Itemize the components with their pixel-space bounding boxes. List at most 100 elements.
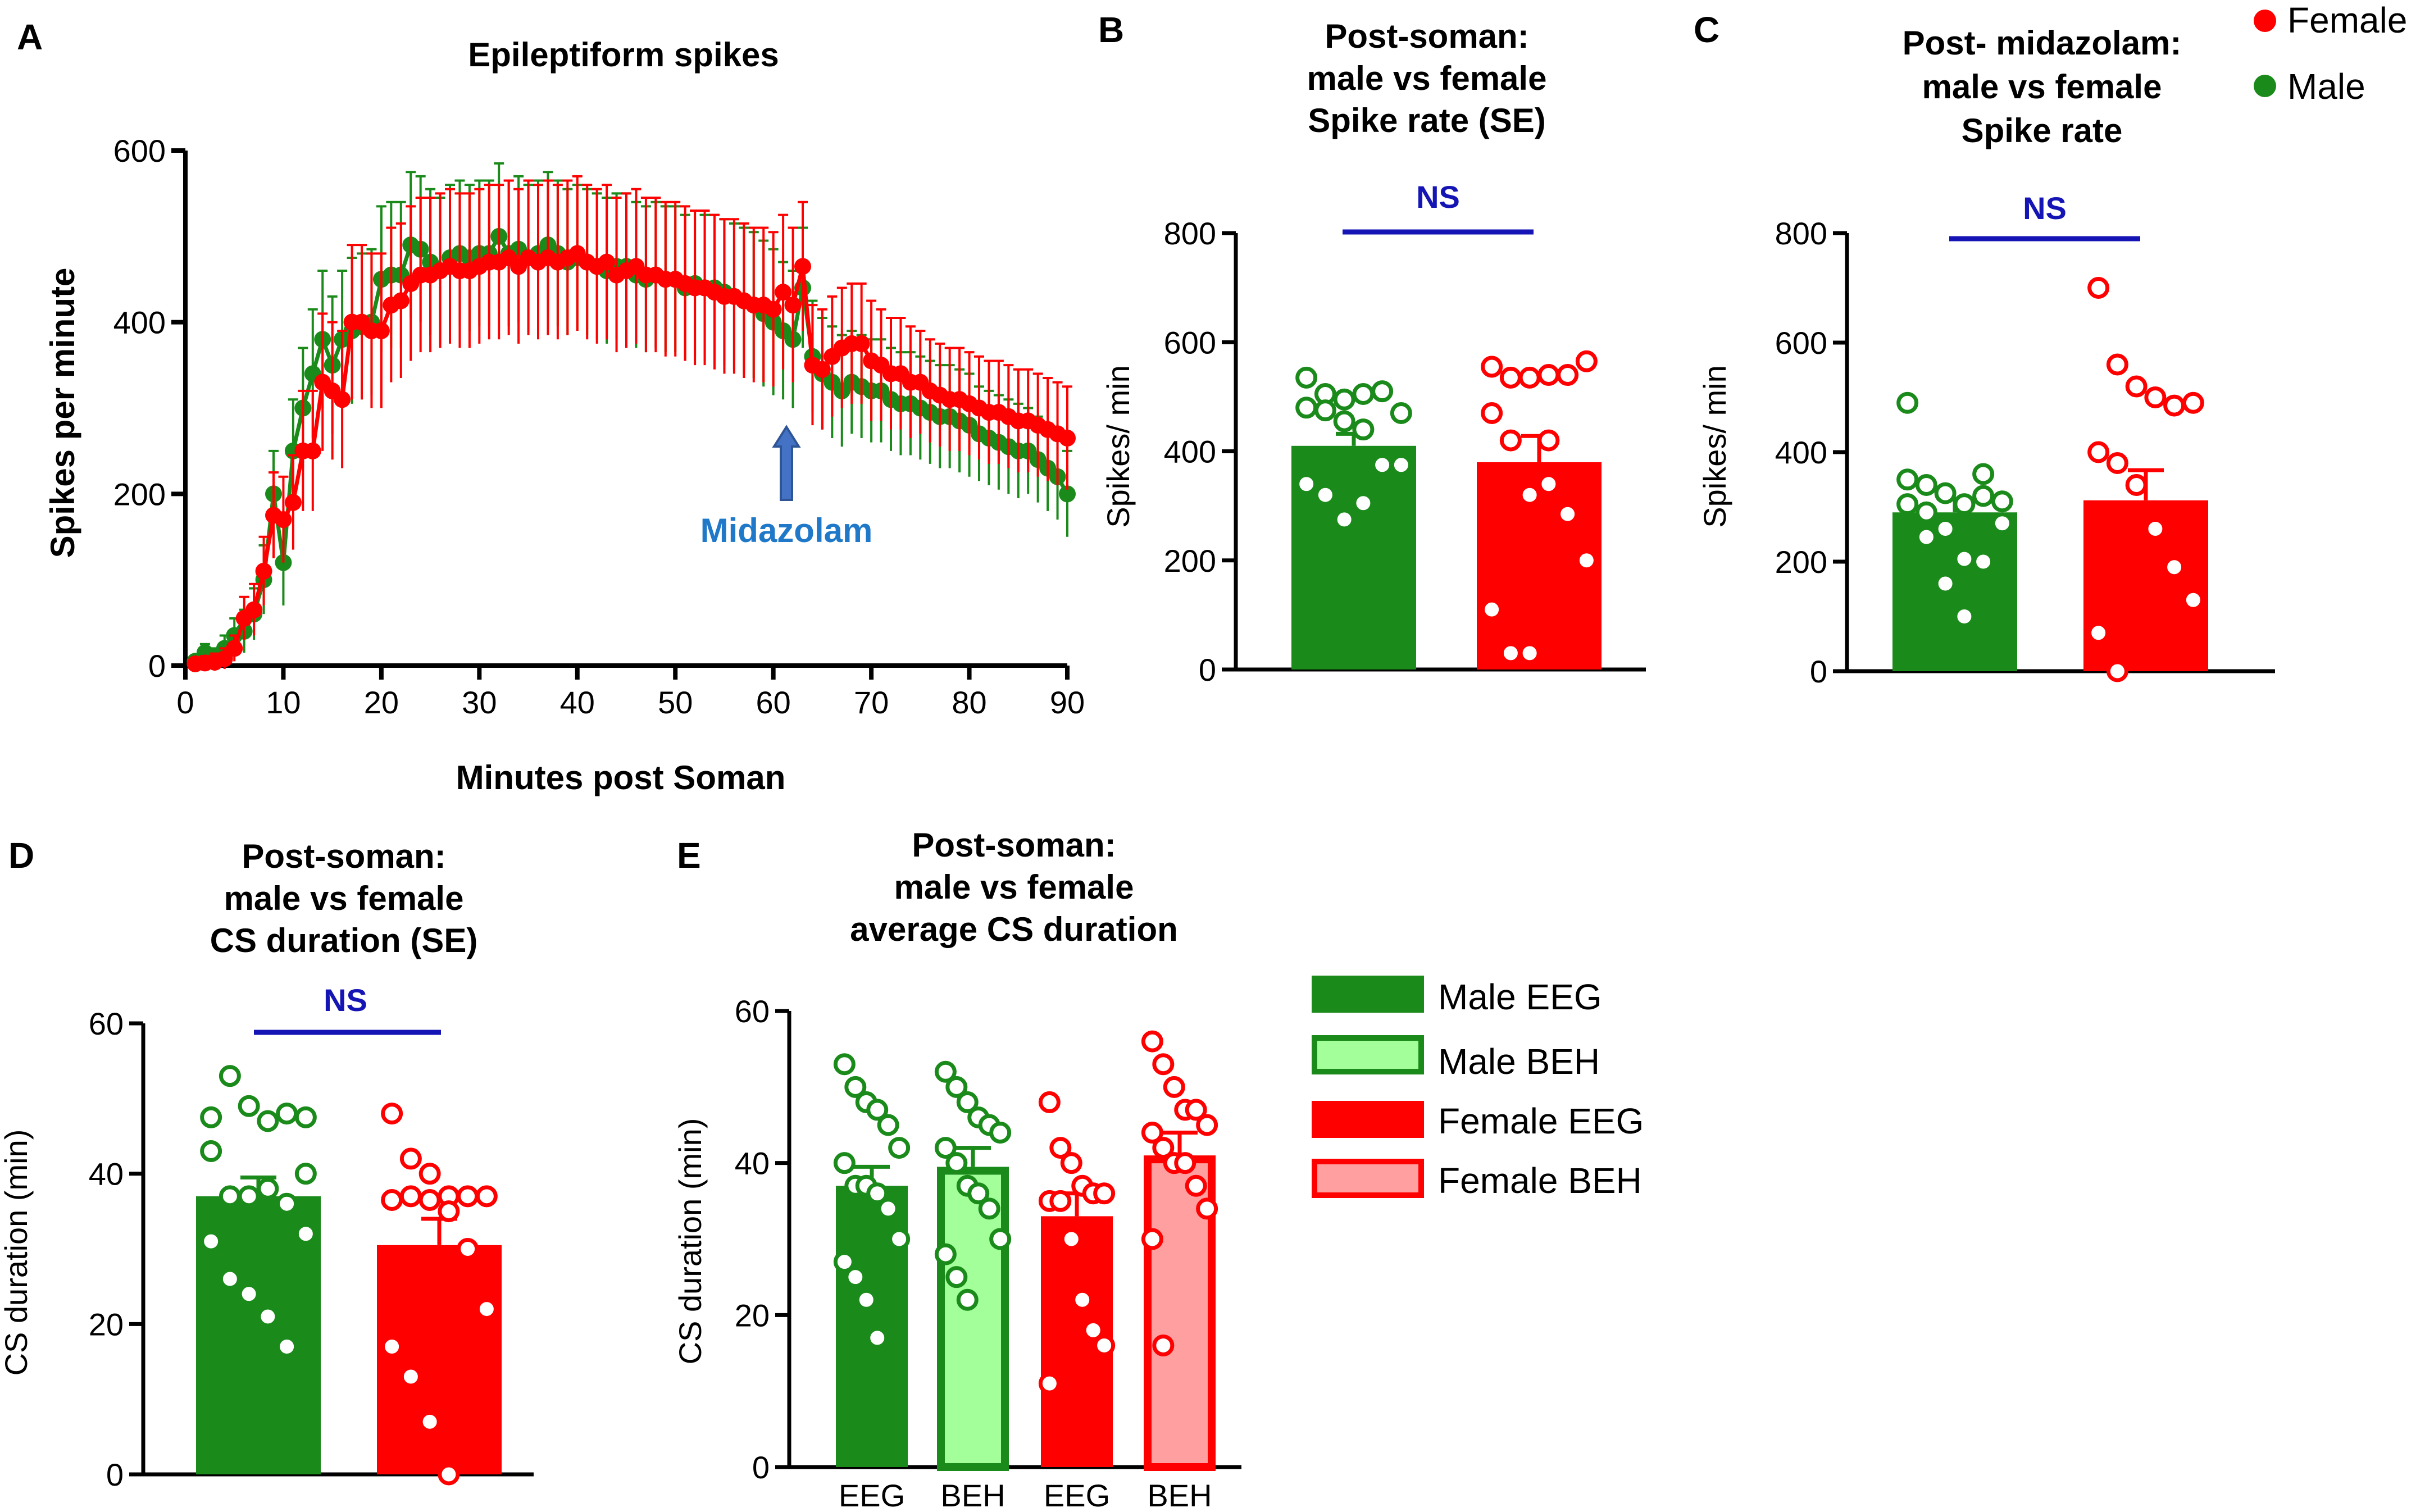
panel-d-point-male bbox=[276, 1335, 298, 1358]
panel-d-point-female bbox=[457, 1185, 479, 1208]
male-series-line bbox=[194, 232, 1070, 663]
panel-d-significance-label: NS bbox=[324, 982, 367, 1018]
panel-e-y-tick-label: 0 bbox=[752, 1450, 770, 1485]
panel-d-point-male bbox=[219, 1065, 241, 1087]
panel-c-point-female bbox=[2144, 518, 2167, 540]
panel-c-point-female bbox=[2087, 622, 2110, 644]
panel-e-point-male-eeg bbox=[855, 1288, 877, 1311]
female-data-point bbox=[392, 292, 410, 309]
panel-b-point-female bbox=[1518, 642, 1541, 664]
panel-b-plot: 0 200 400 600 800 bbox=[1164, 216, 1646, 687]
panel-c-point-male bbox=[1896, 493, 1919, 516]
panel-b-point-female bbox=[1499, 429, 1522, 452]
panel-a-series bbox=[186, 162, 1076, 672]
panel-e-point-male-eeg bbox=[866, 1182, 889, 1205]
panel-c-significance-label: NS bbox=[2023, 190, 2067, 226]
panel-d-point-female bbox=[399, 1185, 422, 1208]
panel-b: B Post-soman: male vs female Spike rate … bbox=[1098, 10, 1646, 687]
panel-b-title-line-3: Spike rate (SE) bbox=[1308, 102, 1546, 139]
panel-e-point-male-beh bbox=[956, 1091, 979, 1113]
panel-a-x-tick-label: 30 bbox=[462, 685, 497, 720]
panel-b-title-line-2: male vs female bbox=[1307, 60, 1547, 97]
female-data-point bbox=[784, 297, 802, 314]
group-legend: Male EEG Male BEH Female EEG Female BEH bbox=[1312, 976, 1644, 1201]
male-data-point bbox=[1059, 485, 1076, 503]
panel-c-y-axis-label: Spikes/ min bbox=[1697, 365, 1732, 527]
female-data-point bbox=[275, 511, 292, 529]
panel-d-point-female bbox=[438, 1200, 460, 1223]
panel-c-point-female bbox=[2163, 556, 2186, 579]
female-data-point bbox=[1059, 429, 1076, 447]
panel-e-point-female-beh bbox=[1152, 1334, 1175, 1356]
panel-c-point-female bbox=[2087, 277, 2110, 299]
panel-e-point-male-beh bbox=[956, 1288, 979, 1311]
panel-d-point-male bbox=[238, 1283, 260, 1305]
panel-a-x-tick-label: 0 bbox=[176, 685, 194, 720]
panel-e-point-female-eeg bbox=[1060, 1152, 1082, 1174]
sex-legend: Female Male bbox=[2254, 0, 2407, 107]
female-eeg-legend-label: Female EEG bbox=[1438, 1101, 1644, 1141]
panel-c-y-tick-label: 200 bbox=[1775, 544, 1827, 580]
panel-a-x-tick-label: 10 bbox=[266, 685, 301, 720]
panel-c-y-tick-label: 800 bbox=[1775, 216, 1827, 251]
panel-c-point-male bbox=[1896, 468, 1919, 491]
panel-label-b: B bbox=[1098, 10, 1124, 50]
female-data-point bbox=[775, 284, 792, 301]
female-data-point bbox=[304, 442, 321, 459]
panel-e-point-female-beh bbox=[1185, 1099, 1207, 1121]
panel-a-x-tick-label: 70 bbox=[854, 685, 889, 720]
panel-b-point-female bbox=[1557, 364, 1579, 386]
panel-e-y-tick-label: 20 bbox=[735, 1297, 770, 1333]
panel-d-point-female bbox=[381, 1335, 403, 1358]
panel-b-point-female bbox=[1575, 549, 1598, 572]
panel-b-point-male bbox=[1371, 454, 1394, 476]
panel-e-bar-male-beh bbox=[937, 1167, 1009, 1471]
panel-b-point-male bbox=[1371, 380, 1394, 403]
panel-e: E Post-soman: male vs female average CS … bbox=[672, 826, 1241, 1512]
female-data-point bbox=[226, 640, 243, 657]
panel-b-point-female bbox=[1575, 350, 1598, 372]
panel-e-point-female-beh bbox=[1141, 1030, 1163, 1053]
panel-c-point-male bbox=[1991, 490, 2013, 513]
panel-e-point-male-eeg bbox=[833, 1152, 856, 1174]
panel-e-point-female-eeg bbox=[1093, 1182, 1116, 1205]
panel-c-title-line-2: male vs female bbox=[1922, 68, 2162, 106]
panel-d-point-male bbox=[294, 1163, 317, 1185]
panel-d-bar-female bbox=[377, 1245, 502, 1474]
panel-label-c: C bbox=[1694, 10, 1719, 50]
panel-e-point-male-beh bbox=[978, 1197, 1000, 1220]
panel-c-point-male bbox=[1972, 463, 1995, 485]
panel-e-point-female-beh bbox=[1141, 1228, 1163, 1250]
panel-d-point-male bbox=[238, 1185, 260, 1208]
panel-c-title-line-1: Post- midazolam: bbox=[1903, 24, 2182, 62]
panel-b-point-male bbox=[1314, 399, 1336, 422]
panel-e-y-axis-label: CS duration (min) bbox=[672, 1118, 708, 1365]
panel-b-point-male bbox=[1352, 492, 1375, 514]
panel-d: D Post-soman: male vs female CS duration… bbox=[0, 835, 534, 1492]
female-data-point bbox=[598, 253, 616, 271]
panel-b-point-male bbox=[1352, 383, 1375, 406]
panel-a-x-axis-label: Minutes post Soman bbox=[456, 759, 786, 796]
panel-e-bar-male-eeg bbox=[836, 1186, 908, 1467]
panel-d-point-male bbox=[294, 1106, 317, 1128]
panel-label-a: A bbox=[17, 17, 43, 57]
panel-c-point-female bbox=[2163, 394, 2186, 417]
panel-b-y-tick-label: 400 bbox=[1164, 434, 1216, 470]
panel-c-point-male bbox=[1953, 605, 1976, 627]
panel-e-point-male-beh bbox=[945, 1152, 968, 1174]
panel-e-point-female-beh bbox=[1152, 1053, 1175, 1076]
panel-e-point-male-eeg bbox=[866, 1327, 889, 1349]
panel-c-point-female bbox=[2087, 441, 2110, 463]
panel-d-point-female bbox=[438, 1463, 460, 1486]
panel-c-point-female bbox=[2106, 660, 2128, 682]
panel-b-point-female bbox=[1537, 473, 1560, 495]
panel-d-point-male bbox=[276, 1192, 298, 1215]
panel-e-point-male-beh bbox=[934, 1243, 957, 1265]
panel-a-x-tick-label: 20 bbox=[364, 685, 399, 720]
panel-e-x-tick-label: EEG bbox=[839, 1478, 905, 1512]
panel-label-e: E bbox=[677, 835, 701, 876]
panel-e-point-male-eeg bbox=[844, 1076, 867, 1098]
male-eeg-legend-label: Male EEG bbox=[1438, 977, 1602, 1017]
panel-b-point-female bbox=[1518, 484, 1541, 506]
panel-e-x-tick-label: BEH bbox=[1147, 1478, 1212, 1512]
